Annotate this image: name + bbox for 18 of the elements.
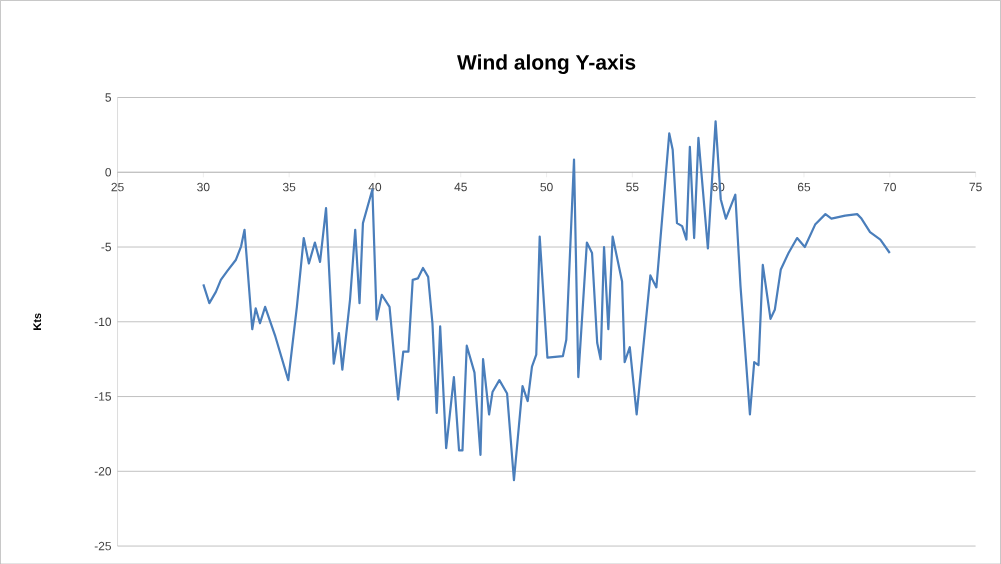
y-tick-label: -10: [94, 317, 112, 326]
y-tick-label: 0: [105, 167, 112, 177]
y-tick-label: -25: [94, 541, 112, 551]
y-axis-title: Kts: [33, 313, 42, 330]
x-tick-label: 30: [197, 182, 210, 192]
x-tick-label: 25: [111, 182, 124, 192]
y-tick-label: 5: [105, 93, 112, 102]
x-tick-label: 70: [883, 182, 896, 192]
x-tick-label: 50: [540, 182, 553, 192]
y-tick-label: -15: [94, 392, 112, 401]
y-tick-label: -5: [101, 242, 112, 251]
x-tick-label: 75: [969, 182, 982, 191]
y-tick-label: -20: [94, 466, 112, 476]
chart-title: Wind along Y-axis: [457, 54, 636, 74]
x-tick-label: 45: [454, 182, 467, 191]
x-tick-label: 35: [282, 182, 296, 192]
x-tick-label: 65: [797, 182, 811, 192]
x-tick-label: 55: [626, 182, 639, 191]
